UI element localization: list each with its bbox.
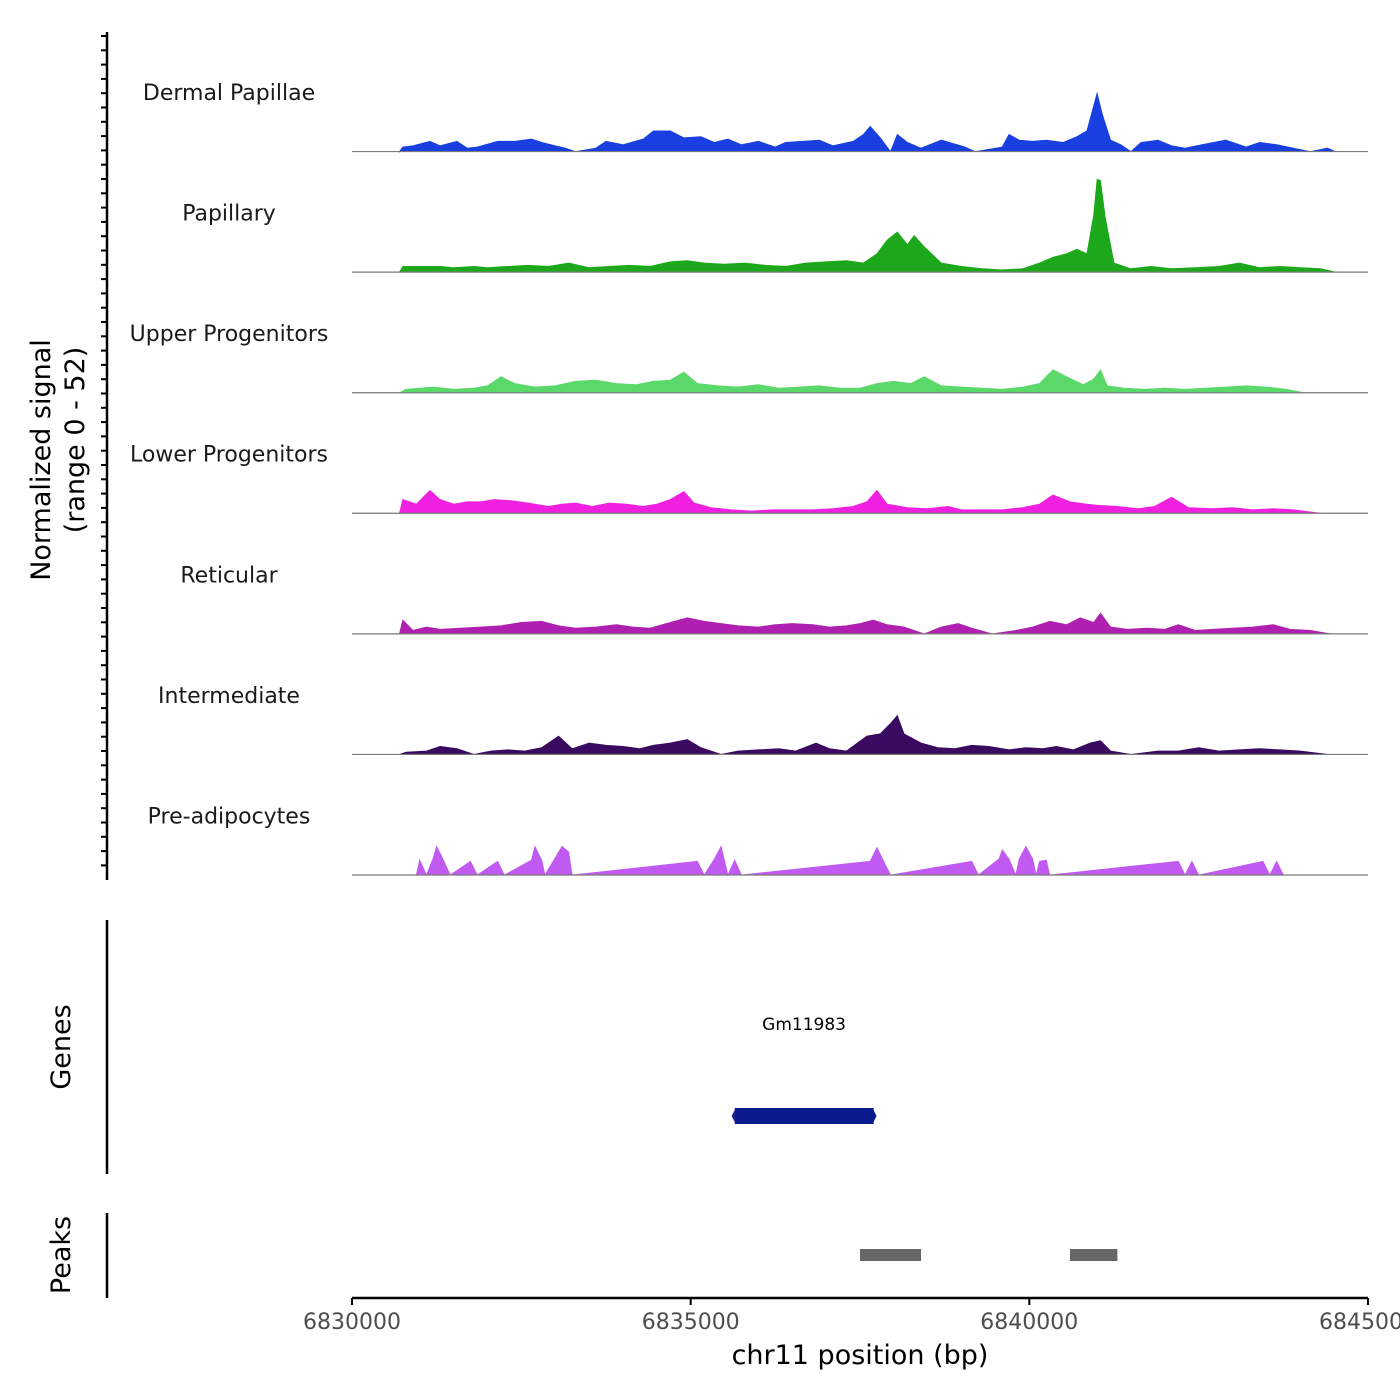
coverage-area bbox=[399, 178, 1336, 273]
coverage-area bbox=[415, 845, 1284, 877]
x-axis-ticks: 6830000 6835000 6840000 6845000 bbox=[303, 1298, 1400, 1335]
gene-body bbox=[734, 1108, 874, 1124]
x-tick-label: 6835000 bbox=[642, 1310, 740, 1335]
x-tick-label: 6830000 bbox=[303, 1310, 401, 1335]
genes-axis-title: Genes bbox=[46, 1004, 77, 1089]
gene-gm11983: Gm11983 bbox=[731, 1015, 877, 1124]
track-upper-progenitors: Upper Progenitors bbox=[130, 322, 1368, 394]
gene-label: Gm11983 bbox=[762, 1015, 846, 1035]
track-label: Upper Progenitors bbox=[130, 322, 329, 347]
y-axis-title-line2: (range 0 - 52) bbox=[60, 347, 91, 534]
track-pre-adipocytes: Pre-adipocytes bbox=[148, 804, 1368, 877]
x-axis-title: chr11 position (bp) bbox=[732, 1340, 989, 1371]
track-lower-progenitors: Lower Progenitors bbox=[130, 443, 1368, 514]
peaks-track bbox=[860, 1249, 1118, 1261]
y-axis-title-line1: Normalized signal bbox=[26, 339, 57, 581]
track-papillary: Papillary bbox=[182, 178, 1368, 273]
peak-region bbox=[1070, 1249, 1118, 1261]
x-tick-label: 6840000 bbox=[980, 1310, 1078, 1335]
y-axis-title: Normalized signal (range 0 - 52) bbox=[26, 339, 91, 581]
track-label: Intermediate bbox=[158, 684, 300, 709]
coverage-area bbox=[399, 91, 1336, 153]
track-intermediate: Intermediate bbox=[158, 684, 1368, 756]
track-dermal-papillae: Dermal Papillae bbox=[143, 81, 1368, 153]
coverage-area bbox=[399, 368, 1305, 394]
coverage-area bbox=[399, 714, 1328, 755]
peaks-axis-title: Peaks bbox=[46, 1216, 77, 1294]
track-reticular: Reticular bbox=[180, 563, 1368, 635]
coverage-y-ticks bbox=[101, 35, 107, 867]
gene-strand-arrow bbox=[731, 1110, 735, 1122]
coverage-area bbox=[399, 612, 1332, 635]
coverage-tracks: Dermal Papillae Papillary Upper Progenitor… bbox=[130, 81, 1368, 877]
genes-track: Gm11983 bbox=[731, 1015, 877, 1124]
coverage-area bbox=[399, 489, 1321, 514]
x-tick-label: 6845000 bbox=[1319, 1310, 1400, 1335]
track-label: Pre-adipocytes bbox=[148, 804, 311, 829]
track-label: Papillary bbox=[182, 202, 276, 227]
track-label: Reticular bbox=[180, 563, 278, 588]
gene-strand-arrow bbox=[873, 1110, 877, 1122]
track-label: Dermal Papillae bbox=[143, 81, 315, 106]
track-label: Lower Progenitors bbox=[130, 443, 328, 468]
peak-region bbox=[860, 1249, 921, 1261]
